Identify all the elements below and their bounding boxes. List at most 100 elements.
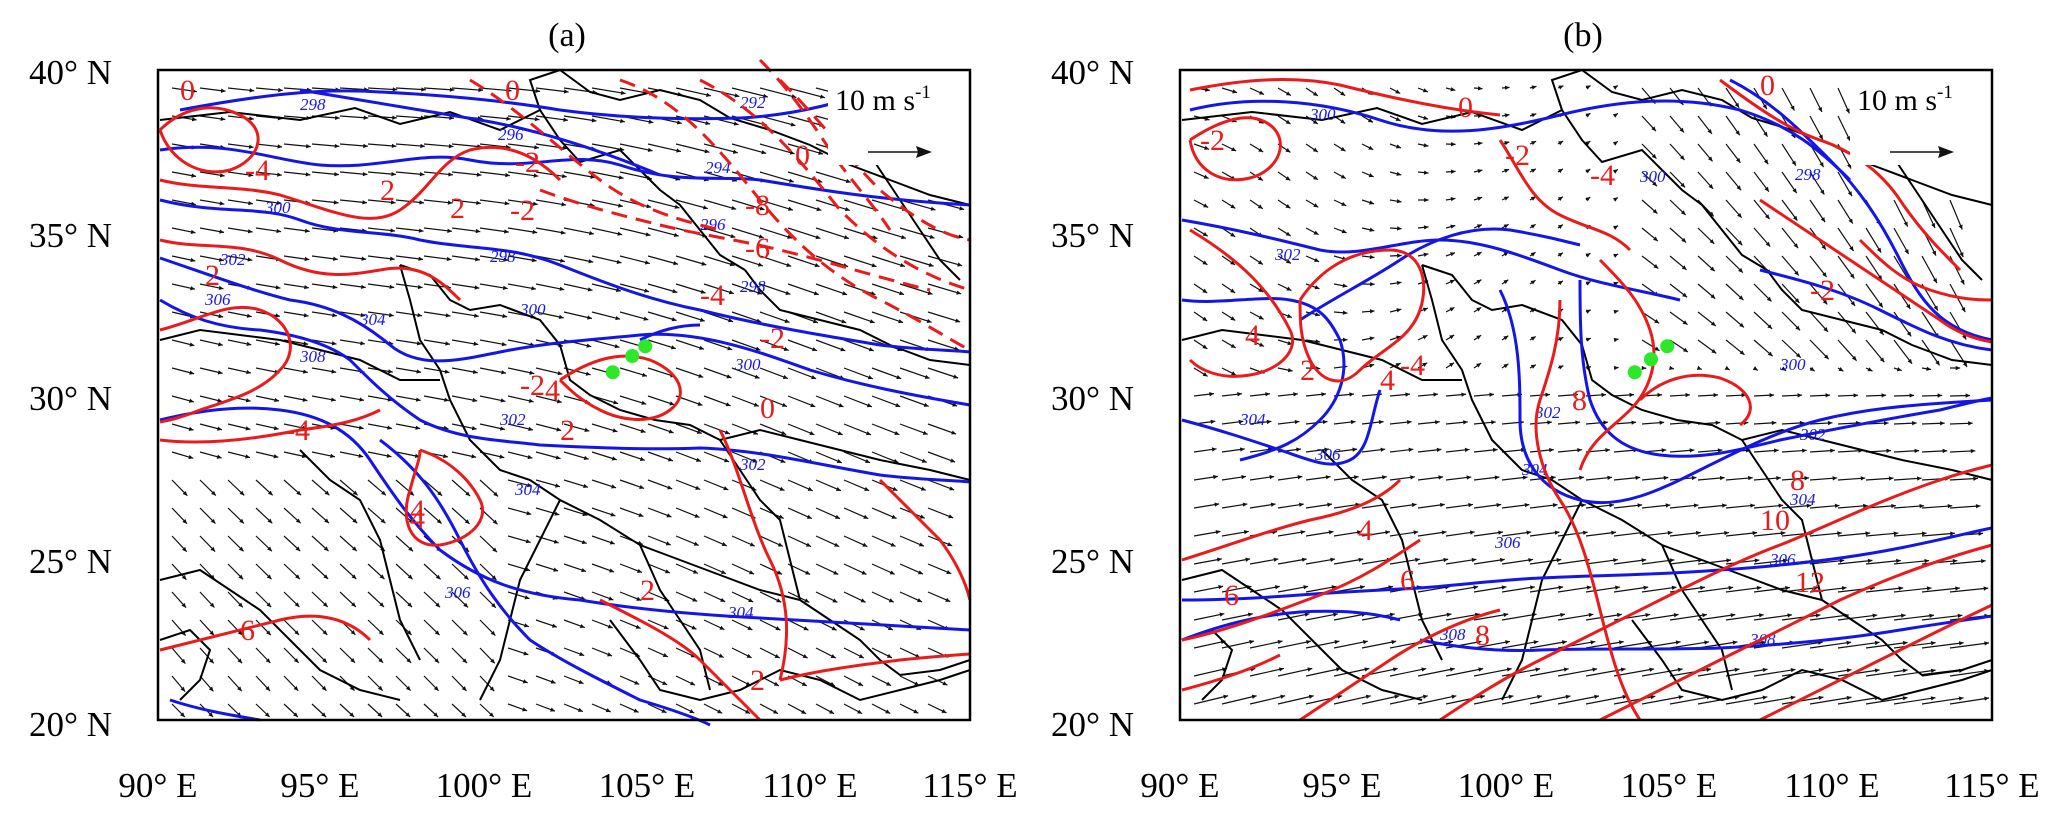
wind-vector-head bbox=[561, 173, 567, 179]
wind-vector bbox=[1557, 586, 1592, 593]
wind-vector bbox=[1501, 586, 1535, 593]
wind-vector-head bbox=[1933, 305, 1938, 311]
wind-vector-head bbox=[844, 207, 850, 212]
wind-vector bbox=[1585, 668, 1626, 677]
wind-vector bbox=[843, 423, 872, 436]
wind-vector-head bbox=[1230, 316, 1236, 321]
wind-vector-head bbox=[866, 403, 872, 408]
wind-vector bbox=[1865, 477, 1894, 481]
wind-vector-head bbox=[950, 458, 956, 463]
wind-vector-head bbox=[1876, 247, 1882, 253]
wind-vector bbox=[787, 395, 816, 408]
wind-vector-head bbox=[791, 94, 797, 99]
wind-vector-head bbox=[889, 570, 895, 575]
wind-vector bbox=[1221, 558, 1251, 565]
wind-vector-head bbox=[723, 486, 729, 491]
wind-vector-head bbox=[1724, 365, 1730, 370]
wind-vector bbox=[759, 423, 787, 436]
wind-vector bbox=[1809, 641, 1852, 649]
wind-vector-head bbox=[867, 375, 873, 380]
wind-vector bbox=[1893, 641, 1936, 649]
wind-vector-head bbox=[417, 284, 423, 290]
wind-vector-head bbox=[219, 173, 225, 178]
wind-vector-head bbox=[1669, 365, 1674, 371]
panel-b-rad-label: 8 bbox=[1572, 384, 1587, 417]
wind-vector-head bbox=[1448, 640, 1454, 645]
wind-vector bbox=[1585, 559, 1618, 565]
wind-vector-head bbox=[731, 205, 737, 211]
wind-vector-head bbox=[303, 313, 309, 318]
wind-vector-head bbox=[523, 651, 529, 656]
wind-vector-head bbox=[1389, 612, 1395, 617]
wind-vector-head bbox=[1675, 640, 1681, 645]
panel-a-y-tick: 40° N bbox=[29, 53, 112, 92]
wind-vector-head bbox=[1395, 116, 1401, 121]
wind-vector bbox=[1333, 667, 1370, 677]
wind-vector-head bbox=[465, 491, 471, 497]
wind-vector bbox=[1949, 697, 1990, 705]
wind-vector-head bbox=[238, 574, 244, 580]
wind-vector-head bbox=[182, 518, 188, 524]
wind-vector-head bbox=[1680, 182, 1686, 188]
wind-vector-head bbox=[1888, 476, 1894, 481]
wind-vector bbox=[1473, 613, 1509, 621]
wind-vector-head bbox=[1349, 392, 1354, 397]
wind-vector bbox=[1389, 667, 1427, 677]
wind-vector bbox=[927, 367, 959, 379]
wind-vector-head bbox=[217, 426, 222, 431]
wind-vector-head bbox=[553, 567, 559, 572]
wind-vector-head bbox=[293, 686, 299, 691]
wind-vector-head bbox=[305, 172, 311, 177]
wind-vector-head bbox=[841, 319, 847, 324]
wind-vector-head bbox=[333, 200, 339, 205]
wind-vector bbox=[619, 227, 651, 236]
wind-vector bbox=[1417, 503, 1445, 509]
wind-vector-head bbox=[1728, 585, 1734, 591]
wind-vector-head bbox=[585, 371, 591, 376]
wind-vector-head bbox=[1230, 232, 1236, 237]
wind-vector-head bbox=[1592, 667, 1598, 672]
wind-vector bbox=[591, 339, 620, 348]
panel-b-temp-label: 300 bbox=[1639, 167, 1666, 186]
wind-vector bbox=[535, 367, 563, 375]
wind-vector-head bbox=[1223, 694, 1229, 699]
wind-vector-head bbox=[1912, 421, 1917, 426]
wind-vector-head bbox=[1663, 475, 1669, 481]
wind-vector-head bbox=[1618, 640, 1624, 645]
wind-vector-head bbox=[1715, 420, 1721, 425]
wind-vector bbox=[1753, 504, 1784, 509]
wind-vector-head bbox=[1558, 337, 1564, 342]
wind-vector-head bbox=[321, 685, 327, 691]
panel-a-x-tick: 95° E bbox=[280, 766, 359, 805]
panel-b-rad-label: 4 bbox=[1380, 364, 1395, 397]
wind-vector bbox=[759, 227, 793, 239]
wind-vector-head bbox=[1737, 212, 1742, 218]
wind-vector-head bbox=[267, 490, 273, 496]
wind-vector-head bbox=[1735, 130, 1740, 136]
wind-vector bbox=[619, 255, 650, 265]
wind-vector bbox=[1753, 532, 1786, 537]
wind-vector-head bbox=[788, 178, 794, 183]
panel-a-rad-label: 0 bbox=[795, 139, 810, 172]
wind-vector-head bbox=[917, 598, 923, 603]
wind-vector-head bbox=[332, 284, 338, 290]
wind-vector bbox=[507, 171, 539, 177]
wind-vector-head bbox=[1585, 141, 1591, 146]
wind-vector-head bbox=[1761, 640, 1766, 645]
panel-a-rad-label: 2 bbox=[380, 174, 395, 207]
wind-vector-head bbox=[784, 318, 790, 323]
wind-vector-head bbox=[646, 204, 652, 209]
wind-vector-head bbox=[1396, 335, 1402, 340]
wind-vector bbox=[1837, 311, 1857, 334]
wind-vector-head bbox=[1853, 393, 1859, 398]
wind-vector-head bbox=[648, 119, 654, 124]
wind-vector-head bbox=[556, 427, 562, 432]
wind-vector-head bbox=[189, 370, 195, 375]
panel-b-temp-label: 308 bbox=[1439, 625, 1466, 644]
wind-vector-head bbox=[1837, 531, 1842, 536]
wind-vector bbox=[1641, 586, 1677, 593]
wind-vector-head bbox=[1794, 298, 1800, 303]
wind-vector-head bbox=[1503, 196, 1509, 201]
wind-vector-head bbox=[1257, 204, 1263, 209]
wind-vector-head bbox=[637, 568, 643, 573]
